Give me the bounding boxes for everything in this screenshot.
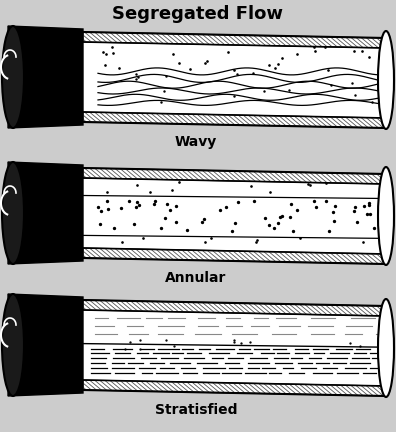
Ellipse shape [2,162,24,264]
Polygon shape [8,162,83,264]
Polygon shape [83,112,386,128]
Ellipse shape [2,294,24,396]
Ellipse shape [2,26,24,128]
Polygon shape [83,380,386,396]
Text: Annular: Annular [165,271,227,285]
Polygon shape [83,248,386,264]
Polygon shape [8,26,83,128]
Text: Wavy: Wavy [175,135,217,149]
Polygon shape [83,310,386,386]
Ellipse shape [378,299,394,397]
Ellipse shape [378,167,394,265]
Polygon shape [8,294,83,396]
Text: Segregated Flow: Segregated Flow [112,5,284,23]
Ellipse shape [378,31,394,129]
Polygon shape [83,32,386,48]
Text: Stratisfied: Stratisfied [155,403,237,417]
Polygon shape [83,42,386,118]
Polygon shape [83,178,386,254]
Polygon shape [83,300,386,316]
Polygon shape [83,168,386,184]
